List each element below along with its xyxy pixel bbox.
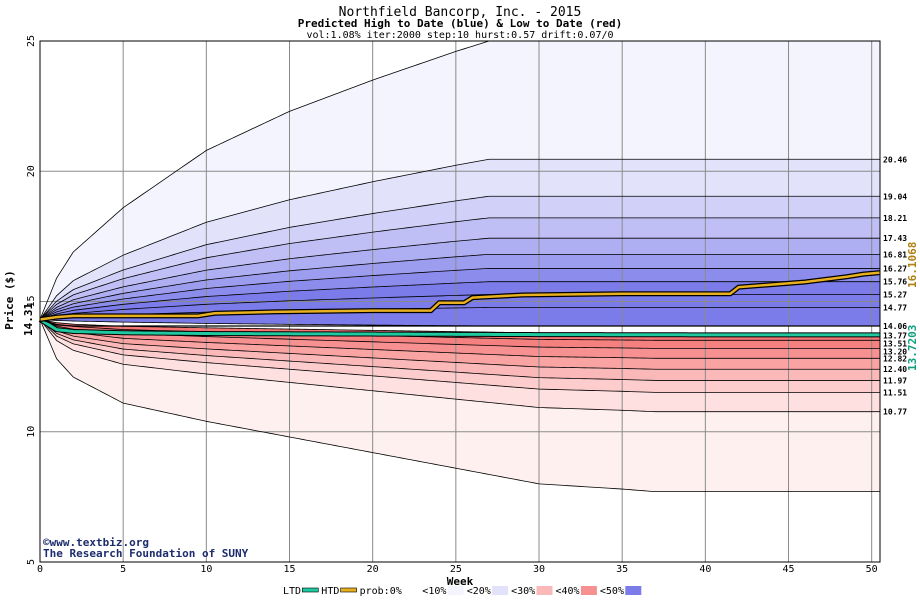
legend-label: <30% (511, 586, 535, 597)
legend-line-swatch (340, 587, 357, 593)
high-contour (39, 307, 880, 320)
legend-color-swatch (447, 586, 464, 595)
y-tick-label: 20 (26, 165, 37, 177)
high-band (40, 159, 880, 320)
high-band (40, 41, 880, 320)
high-contour (39, 158, 880, 320)
level-label: 16.27 (883, 264, 907, 273)
level-label: 11.51 (883, 388, 907, 397)
x-tick-label: 50 (866, 564, 878, 575)
level-label: 18.21 (883, 214, 907, 223)
high-band (40, 294, 880, 320)
below-envelope (40, 319, 880, 562)
high-band (40, 281, 880, 320)
level-label: 12.82 (883, 354, 907, 363)
x-axis-label: Week (447, 575, 474, 588)
high-band (40, 268, 880, 320)
level-label: 10.77 (883, 408, 907, 417)
low-contour (39, 319, 880, 381)
y-tick-label: 5 (26, 559, 37, 565)
organization-text: The Research Foundation of SUNY (43, 547, 249, 560)
legend-label: <20% (467, 586, 491, 597)
low-band (40, 319, 880, 370)
x-tick-label: 30 (533, 564, 545, 575)
low-contour (39, 319, 880, 393)
x-tick-label: 40 (699, 564, 711, 575)
low-band (40, 319, 880, 412)
low-contour (39, 319, 880, 359)
start-price-label: 14.31 (22, 303, 35, 336)
low-contour (39, 319, 880, 370)
x-tick-label: 5 (120, 564, 126, 575)
low-band (40, 319, 880, 492)
high-contour (39, 281, 880, 320)
legend-color-swatch (492, 586, 509, 595)
level-label: 19.04 (883, 192, 907, 201)
high-contour (39, 237, 880, 320)
legend-label: <40% (556, 586, 580, 597)
level-label: 20.46 (883, 155, 907, 164)
high-contour (39, 217, 880, 320)
ltd-line (39, 318, 880, 327)
prob-line (39, 271, 881, 321)
level-label: 14.77 (883, 303, 907, 312)
low-band (40, 319, 880, 349)
y-tick-label: 25 (26, 35, 37, 47)
low-band (40, 319, 880, 381)
y-axis-label: Price ($) (3, 270, 16, 330)
x-tick-label: 15 (283, 564, 295, 575)
level-label: 14.06 (883, 322, 907, 331)
level-label: 13.51 (883, 339, 907, 348)
level-label: 11.97 (883, 376, 907, 385)
legend: LTD HTD prob:0% <10% <20% <30% <40% <50% (283, 586, 642, 597)
x-tick-label: 0 (37, 564, 43, 575)
legend-label: prob:0% (360, 586, 402, 597)
high-band (40, 238, 880, 320)
x-tick-label: 35 (616, 564, 628, 575)
x-tick-label: 10 (200, 564, 212, 575)
legend-color-swatch (580, 586, 597, 595)
x-tick-label: 20 (367, 564, 379, 575)
htd-line (39, 318, 880, 337)
y-tick-label: 15 (26, 295, 37, 307)
plot-frame (39, 40, 881, 563)
legend-label: <10% (422, 586, 446, 597)
high-band (40, 254, 880, 320)
chart-title: Northfield Bancorp, Inc. - 2015 (339, 5, 582, 20)
high-contour (39, 253, 880, 320)
chart-subtitle: Predicted High to Date (blue) & Low to D… (298, 17, 623, 30)
legend-line-swatch (301, 587, 319, 593)
level-label: 15.27 (883, 290, 907, 299)
htd-end-label: 13.7203 (906, 325, 919, 371)
prob-end-label: 16.1068 (906, 242, 919, 288)
x-tick-label: 45 (782, 564, 794, 575)
level-label: 17.43 (883, 234, 907, 243)
y-tick-label: 10 (26, 426, 37, 438)
level-label: 12.40 (883, 365, 907, 374)
chart-params: vol:1.08% iter:2000 step:10 hurst:0.57 d… (306, 30, 613, 41)
legend-color-swatch (625, 586, 642, 595)
low-contour (39, 319, 880, 493)
legend-label: LTD (283, 586, 301, 597)
legend-label: <50% (600, 586, 624, 597)
level-label: 15.76 (883, 278, 907, 287)
legend-color-swatch (403, 586, 420, 595)
legend-label: HTD (321, 586, 339, 597)
high-band (40, 217, 880, 320)
level-label: 13.77 (883, 332, 907, 341)
legend-color-swatch (536, 586, 553, 595)
high-contour (39, 195, 880, 320)
high-contour (39, 294, 880, 320)
x-tick-label: 25 (450, 564, 462, 575)
copyright-text: ©www.textbiz.org (43, 536, 149, 549)
high-contour (39, 268, 880, 320)
level-label: 13.20 (883, 347, 907, 356)
level-label: 16.81 (883, 250, 907, 259)
low-contour (39, 319, 880, 413)
